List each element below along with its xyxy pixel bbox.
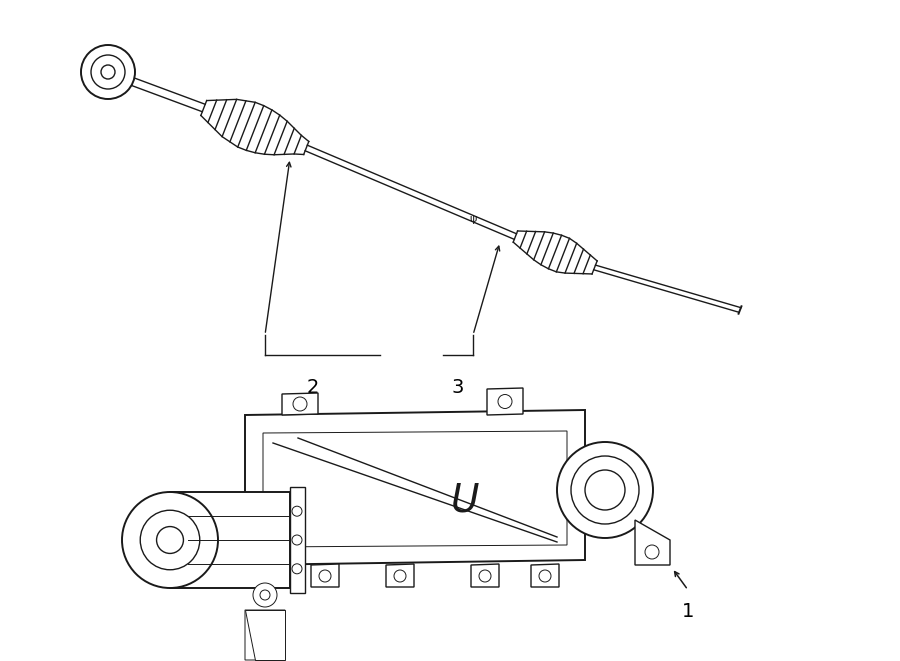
Text: ψ: ψ [469,214,477,224]
Circle shape [91,55,125,89]
Text: U: U [451,481,479,519]
Circle shape [498,395,512,408]
Polygon shape [386,564,414,587]
Polygon shape [635,520,670,565]
Circle shape [122,492,218,588]
Polygon shape [245,610,285,660]
Circle shape [253,583,277,607]
Polygon shape [471,564,499,587]
Circle shape [319,570,331,582]
Circle shape [140,510,200,570]
Text: 1: 1 [682,602,694,621]
Circle shape [557,442,653,538]
Polygon shape [290,487,305,593]
Circle shape [157,527,184,553]
Circle shape [539,570,551,582]
Polygon shape [170,492,290,588]
Circle shape [571,456,639,524]
Circle shape [292,564,302,574]
Text: 2: 2 [307,378,320,397]
Circle shape [292,535,302,545]
Circle shape [645,545,659,559]
Polygon shape [531,564,559,587]
Polygon shape [263,431,567,547]
Circle shape [81,45,135,99]
Circle shape [394,570,406,582]
Circle shape [585,470,625,510]
Circle shape [260,590,270,600]
Circle shape [101,65,115,79]
Text: 3: 3 [452,378,464,397]
Circle shape [292,506,302,516]
Polygon shape [245,410,585,565]
Polygon shape [282,393,318,415]
Polygon shape [311,564,339,587]
Circle shape [479,570,491,582]
Polygon shape [245,610,285,660]
Circle shape [293,397,307,411]
Polygon shape [487,388,523,415]
